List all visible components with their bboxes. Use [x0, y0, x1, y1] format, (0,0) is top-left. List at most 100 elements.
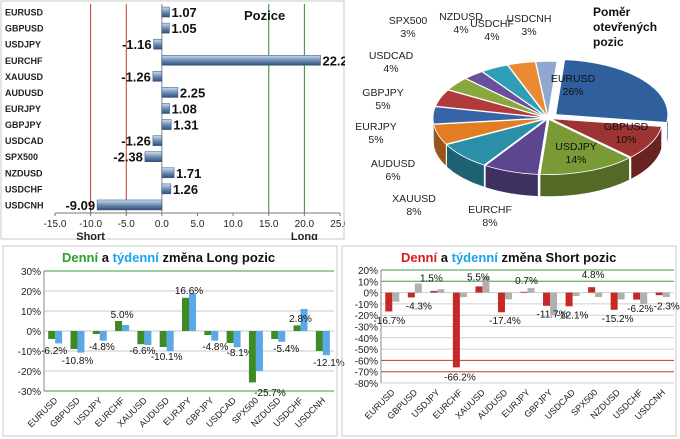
- daily-bar: [565, 292, 573, 307]
- data-label: -4.3%: [406, 302, 432, 313]
- short-change-title: Denní a týdenní změna Short pozic: [401, 250, 616, 265]
- data-label: -12.1%: [313, 358, 345, 369]
- daily-bar: [520, 291, 528, 293]
- long-frame: [2, 245, 338, 437]
- pie-category-label: EURJPY: [355, 121, 396, 133]
- daily-bar: [204, 331, 212, 335]
- category-label: USDJPY: [5, 40, 41, 50]
- data-label: -10.8%: [62, 356, 94, 367]
- bar: [96, 199, 163, 211]
- bar: [161, 167, 175, 179]
- value-label: 1.07: [171, 5, 196, 20]
- x-tick-label: 20.0: [295, 219, 315, 230]
- short-title-rest: změna Short pozic: [501, 250, 617, 265]
- pie-value-label: 5%: [368, 134, 383, 146]
- data-label: 5.5%: [467, 272, 490, 283]
- positions-chart: -15.0 -10.0 -5.0 0.0 5.0 10.0 15.0 20.0 25.0 Shor…: [0, 0, 345, 240]
- value-label: -1.26: [121, 134, 151, 149]
- value-label: -2.38: [113, 150, 143, 165]
- x-tick-label: 0.0: [155, 219, 169, 230]
- pie-title-line-2: otevřených: [593, 20, 658, 34]
- pie-slice: [481, 64, 547, 117]
- x-tick-label: 15.0: [259, 219, 279, 230]
- long-change-title: Denní a týdenní změna Long pozic: [62, 250, 275, 265]
- short-frame: [341, 245, 677, 437]
- weekly-bar: [437, 289, 445, 293]
- daily-bar: [182, 297, 189, 331]
- value-label: -1.16: [122, 37, 152, 52]
- category-label: EURJPY: [5, 104, 41, 114]
- weekly-bar: [189, 293, 196, 331]
- y-tick-label: 30%: [21, 267, 41, 278]
- data-label: -25.7%: [254, 388, 286, 399]
- data-label: -2.3%: [654, 302, 680, 313]
- long-title-daily: Denní: [62, 250, 99, 265]
- daily-bar: [70, 331, 78, 349]
- short-title-weekly: týdenní: [451, 250, 498, 265]
- bar: [152, 135, 163, 146]
- data-label: -6.2%: [41, 346, 67, 357]
- daily-bar: [226, 331, 234, 343]
- category-label: USDCNH: [5, 200, 44, 210]
- x-tick-label: -15.0: [44, 219, 67, 230]
- bar: [161, 119, 172, 130]
- pie-category-label: SPX500: [389, 15, 428, 27]
- daily-bar: [48, 331, 56, 339]
- positions-frame: [0, 0, 345, 240]
- y-tick-label: 0%: [27, 327, 42, 338]
- pie-value-label: 6%: [385, 171, 400, 183]
- daily-bar: [452, 292, 460, 368]
- long-title-and: a: [101, 250, 109, 265]
- daily-bar: [430, 290, 438, 293]
- y-tick-label: -60%: [355, 356, 378, 367]
- weekly-bar: [662, 292, 670, 298]
- data-label: -5.4%: [273, 344, 299, 355]
- data-label: 0.7%: [515, 276, 538, 287]
- daily-bar: [92, 331, 100, 334]
- y-tick-label: 10%: [21, 307, 41, 318]
- data-label: -10.1%: [151, 352, 183, 363]
- data-label: -16.7%: [373, 316, 405, 327]
- bar: [161, 103, 170, 114]
- weekly-bar: [322, 331, 330, 356]
- y-tick-label: -80%: [355, 379, 378, 390]
- weekly-bar: [122, 325, 130, 331]
- pie-slice: [445, 118, 547, 166]
- pie-category-label: USDJPY: [555, 141, 596, 153]
- value-label: 1.26: [173, 182, 198, 197]
- pie-slice: [539, 118, 631, 175]
- daily-bar: [293, 325, 301, 331]
- weekly-bar: [233, 331, 241, 348]
- bar: [152, 71, 163, 82]
- long-title-weekly: týdenní: [112, 250, 159, 265]
- pie-slice: [434, 89, 546, 118]
- pie-title-line-1: Poměr: [593, 5, 631, 19]
- pie-value-label: 4%: [453, 24, 468, 36]
- daily-bar: [497, 292, 505, 313]
- pie-category-label: XAUUSD: [392, 193, 436, 205]
- pie-category-label: AUDUSD: [371, 158, 416, 170]
- weekly-bar: [550, 292, 558, 316]
- pie-category-label: NZDUSD: [439, 11, 483, 23]
- pie-slice: [447, 78, 546, 118]
- pie-slice: [555, 59, 669, 123]
- category-label: SPX500: [5, 152, 38, 162]
- y-tick-label: 10%: [358, 277, 378, 288]
- bar: [161, 6, 170, 18]
- y-tick-label: 20%: [358, 266, 378, 277]
- pie-title-line-3: pozic: [593, 35, 624, 49]
- pie-category-label: GBPUSD: [604, 121, 649, 133]
- weekly-bar: [166, 331, 174, 352]
- pie-category-label: EURCHF: [468, 204, 512, 216]
- pie-value-label: 26%: [562, 86, 583, 98]
- category-label: GBPJPY: [5, 120, 42, 130]
- bar: [161, 55, 321, 66]
- open-positions-pie-chart: EURUSD26%GBPUSD10%USDJPY14%EURCHF8%XAUUS…: [355, 11, 669, 229]
- daily-bar: [115, 321, 123, 331]
- category-label: USDCAD: [5, 136, 44, 146]
- pie-value-label: 4%: [484, 31, 499, 43]
- daily-bar: [385, 292, 393, 312]
- data-label: 2.8%: [289, 314, 312, 325]
- weekly-bar: [482, 276, 490, 293]
